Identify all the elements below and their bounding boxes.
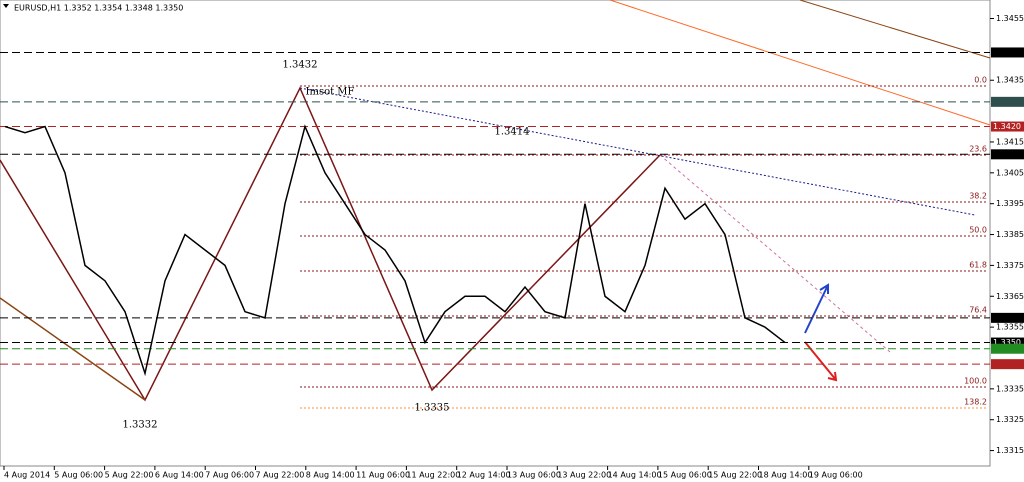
y-tick-label: 1.3335 (996, 384, 1024, 393)
price-tag (991, 312, 1024, 323)
x-tick-label: 7 Aug 06:00 (205, 471, 254, 480)
x-tick-label: 5 Aug 06:00 (54, 471, 103, 480)
trend-line (659, 154, 891, 353)
annotation: 1.3335 (415, 403, 450, 414)
annotation: Imsot MF (306, 87, 355, 98)
y-tick-label: 1.3315 (996, 446, 1024, 455)
x-tick-label: 5 Aug 22:00 (105, 471, 154, 480)
fib-label: 138.2 (964, 398, 987, 407)
price-tag-label: 1.3420 (993, 122, 1021, 131)
x-tick-label: 12 Aug 14:00 (457, 471, 511, 480)
price-tag (991, 47, 1024, 58)
x-tick-label: 7 Aug 22:00 (256, 471, 305, 480)
x-tick-label: 6 Aug 14:00 (155, 471, 204, 480)
x-tick-label: 13 Aug 22:00 (557, 471, 611, 480)
x-tick-label: 15 Aug 06:00 (658, 471, 712, 480)
menu-icon (3, 4, 9, 8)
fib-label: 50.0 (969, 226, 987, 235)
y-tick-label: 1.3375 (996, 261, 1024, 270)
x-tick-label: 11 Aug 22:00 (406, 471, 460, 480)
trend-line (799, 0, 991, 59)
x-tick-label: 11 Aug 06:00 (356, 471, 410, 480)
price-tag (991, 359, 1024, 370)
price-tag-label: 1.3350 (993, 338, 1021, 347)
annotation: 1.3432 (283, 60, 318, 71)
x-tick-label: 13 Aug 06:00 (507, 471, 561, 480)
x-tick-label: 8 Aug 14:00 (306, 471, 355, 480)
y-tick-label: 1.3405 (996, 168, 1024, 177)
fib-label: 23.6 (969, 145, 987, 154)
price-tag (991, 337, 1024, 348)
trend-line (299, 87, 976, 216)
price-tag (991, 96, 1024, 107)
trend-line (609, 0, 991, 126)
fib-label: 38.2 (969, 192, 987, 201)
y-tick-label: 1.3325 (996, 415, 1024, 424)
chart-title: EURUSD,H1 1.3352 1.3354 1.3348 1.3350 (14, 4, 183, 13)
y-tick-label: 1.3365 (996, 292, 1024, 301)
plot-frame (0, 0, 991, 467)
x-tick-label: 18 Aug 14:00 (759, 471, 813, 480)
y-tick-label: 1.3385 (996, 230, 1024, 239)
fib-label: 61.8 (969, 261, 987, 270)
fib-label: 100.0 (964, 377, 987, 386)
y-tick-label: 1.3455 (996, 14, 1024, 23)
price-tag (991, 149, 1024, 160)
price-tag (991, 121, 1024, 132)
x-tick-label: 4 Aug 2014 (4, 471, 50, 480)
x-tick-label: 14 Aug 14:00 (608, 471, 662, 480)
y-tick-label: 1.3355 (996, 323, 1024, 332)
fib-label: 0.0 (974, 76, 987, 85)
y-tick-label: 1.3395 (996, 199, 1024, 208)
y-tick-label: 1.3415 (996, 137, 1024, 146)
annotation: 1.3332 (123, 420, 158, 431)
x-tick-label: 19 Aug 06:00 (809, 471, 863, 480)
drawings (0, 0, 991, 402)
x-tick-label: 15 Aug 22:00 (708, 471, 762, 480)
price-line (4, 124, 786, 377)
fib-label: 76.4 (969, 306, 987, 315)
y-tick-label: 1.3435 (996, 76, 1024, 85)
arrow-up (804, 283, 829, 334)
price-tag (991, 343, 1024, 354)
annotation: 1.3414 (495, 127, 530, 138)
